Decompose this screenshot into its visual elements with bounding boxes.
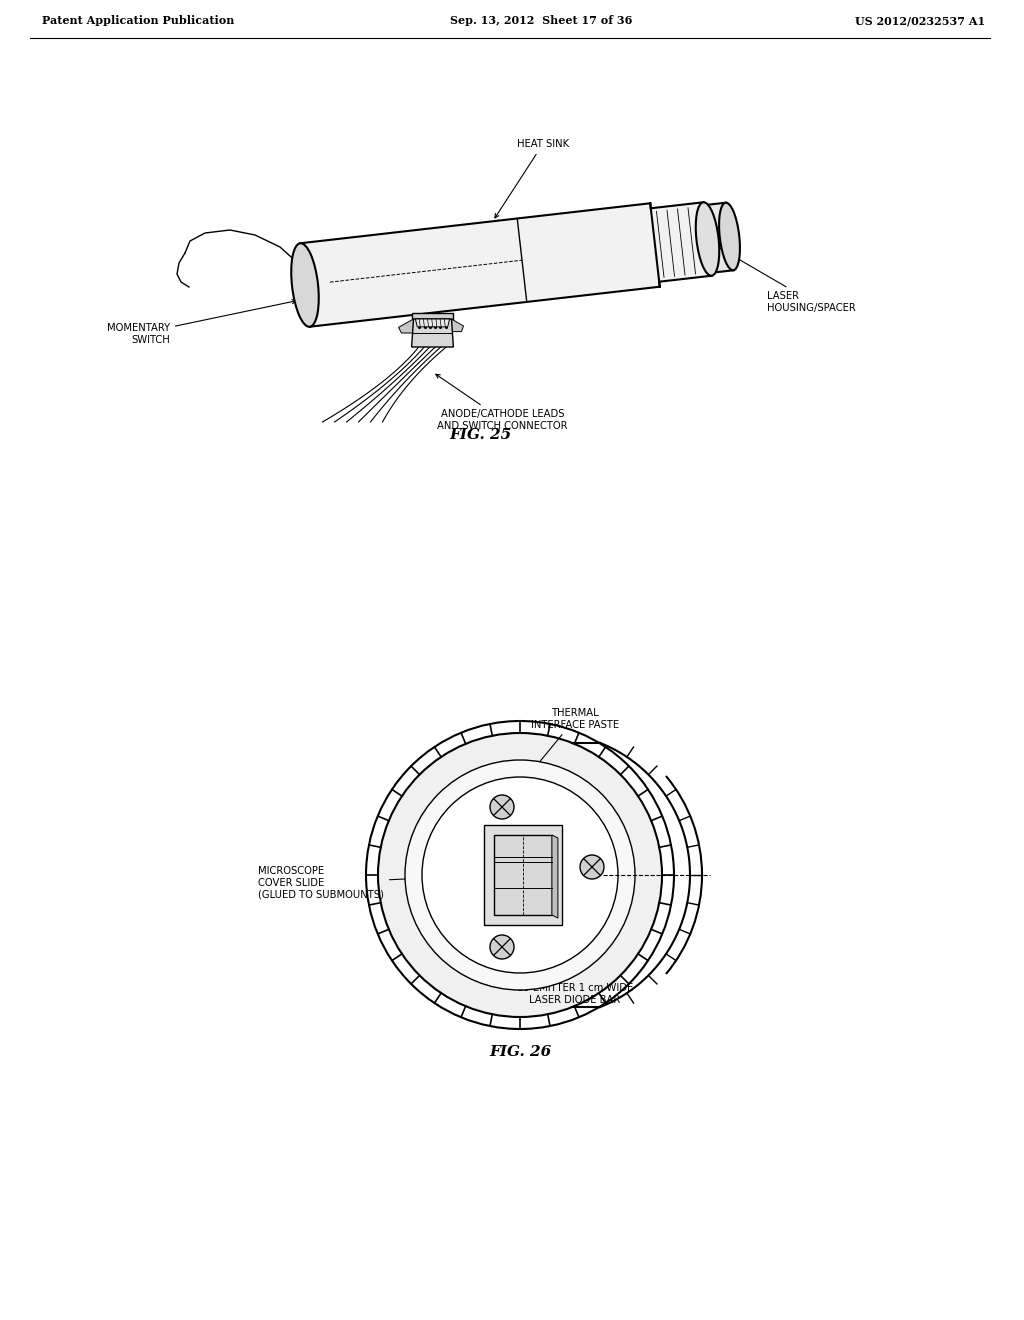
Ellipse shape [695, 202, 719, 276]
Polygon shape [416, 319, 450, 327]
Ellipse shape [378, 733, 662, 1016]
Ellipse shape [406, 760, 635, 990]
Text: ANODE/CATHODE LEADS
AND SWITCH CONNECTOR: ANODE/CATHODE LEADS AND SWITCH CONNECTOR [436, 375, 567, 430]
Ellipse shape [291, 243, 318, 327]
Polygon shape [300, 203, 659, 327]
Text: Sep. 13, 2012  Sheet 17 of 36: Sep. 13, 2012 Sheet 17 of 36 [450, 15, 633, 26]
Text: MICROSCOPE
COVER SLIDE
(GLUED TO SUBMOUNTS): MICROSCOPE COVER SLIDE (GLUED TO SUBMOUN… [258, 866, 485, 900]
Polygon shape [484, 825, 562, 925]
Polygon shape [651, 202, 712, 281]
Ellipse shape [580, 855, 604, 879]
Text: Patent Application Publication: Patent Application Publication [42, 15, 234, 26]
Text: THERMAL
INTERFACE PASTE: THERMAL INTERFACE PASTE [517, 708, 620, 788]
Ellipse shape [719, 203, 740, 271]
Polygon shape [412, 319, 454, 347]
Text: MOMENTARY
SWITCH: MOMENTARY SWITCH [106, 300, 296, 345]
Ellipse shape [490, 795, 514, 818]
Ellipse shape [422, 777, 618, 973]
Text: HEAT SINK: HEAT SINK [495, 140, 568, 218]
Polygon shape [398, 319, 414, 333]
Polygon shape [703, 203, 733, 273]
Text: US 2012/0232537 A1: US 2012/0232537 A1 [855, 15, 985, 26]
Polygon shape [494, 836, 552, 915]
Text: 19 EMITTER 1 cm WIDE
LASER DIODE BAR: 19 EMITTER 1 cm WIDE LASER DIODE BAR [517, 928, 633, 1005]
Text: FIG. 25: FIG. 25 [449, 428, 511, 442]
Polygon shape [552, 836, 558, 917]
Polygon shape [412, 313, 454, 319]
Text: LASER
HOUSING/SPACER: LASER HOUSING/SPACER [716, 246, 856, 313]
Ellipse shape [490, 935, 514, 960]
Text: FIG. 26: FIG. 26 [488, 1045, 551, 1059]
Polygon shape [452, 319, 464, 331]
